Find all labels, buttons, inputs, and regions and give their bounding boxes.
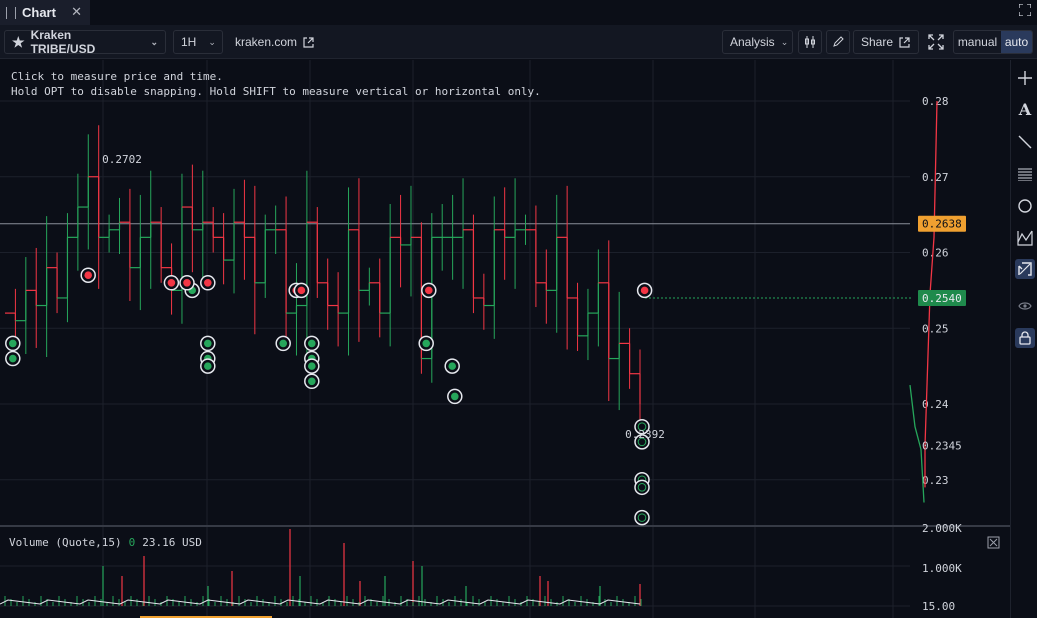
low-price-label: 0.2392: [625, 428, 665, 441]
y-axis-tick-label: 0.28: [922, 95, 949, 108]
external-link-icon: [303, 36, 314, 48]
close-icon[interactable]: ✕: [71, 4, 82, 19]
y-axis-tick-label: 0.26: [922, 247, 949, 260]
sell-marker-dot: [84, 271, 92, 280]
buy-marker-dot: [204, 339, 212, 348]
buy-marker-dot: [451, 392, 459, 401]
price-spike-line: [909, 384, 925, 503]
text-tool-icon[interactable]: A: [1018, 99, 1032, 119]
buy-marker-dot: [422, 339, 431, 348]
scale-mode-toggle: manual auto: [953, 30, 1033, 54]
lock-icon[interactable]: [1015, 328, 1035, 348]
volume-axis-clipped-label: 2.000K: [922, 522, 962, 535]
candlestick-icon: [6, 6, 16, 19]
price-badge-reference: 0.2638: [922, 218, 962, 231]
source-label: kraken.com: [235, 35, 298, 49]
share-label: Share: [861, 35, 894, 49]
indicators-button[interactable]: [798, 30, 822, 54]
candles-icon: [805, 36, 815, 48]
volume-label: Volume (Quote,15): [9, 536, 122, 549]
price-badge-current: 0.2540: [922, 292, 962, 305]
buy-marker-dot: [448, 362, 457, 370]
eye-icon[interactable]: [1015, 296, 1035, 316]
circle-tool-icon[interactable]: [1015, 196, 1035, 216]
expand-icon: [928, 34, 944, 50]
buy-marker: [634, 434, 650, 450]
sell-marker-dot: [167, 279, 176, 287]
interval-label: 1H: [181, 35, 197, 49]
draw-button[interactable]: [826, 30, 850, 54]
sell-marker-dot: [297, 286, 306, 295]
volume-value: 23.16 USD: [142, 536, 202, 549]
expand-button[interactable]: [924, 30, 948, 54]
volume-ma-line: [0, 599, 641, 605]
sell-marker-dot: [204, 279, 212, 287]
chevron-down-icon: ⌄: [150, 36, 158, 47]
symbol-selector[interactable]: ★ Kraken TRIBE/USD ⌄: [4, 28, 166, 56]
buy-marker-dot: [308, 377, 316, 386]
fib-icon[interactable]: [1015, 164, 1035, 184]
volume-axis-tick-label: 1.000K: [922, 562, 962, 575]
buy-marker-dot: [9, 354, 17, 363]
buy-marker-dot: [637, 422, 647, 432]
measure-hint: Click to measure price and time. Hold OP…: [11, 69, 541, 99]
star-icon[interactable]: ★: [12, 33, 25, 50]
volume-value-prefix: 0: [128, 536, 136, 549]
crosshair-icon[interactable]: [1015, 68, 1035, 88]
pattern-tool-icon[interactable]: [1015, 228, 1035, 248]
buy-marker-dot: [637, 437, 647, 447]
high-price-label: 0.2702: [102, 153, 142, 166]
sell-marker-dot: [425, 286, 433, 295]
price-chart[interactable]: 0.280.270.260.250.240.230.27020.23920.26…: [0, 60, 1010, 618]
drawing-tools-sidebar: A: [1010, 60, 1037, 618]
y-axis-tick-label: 0.25: [922, 322, 949, 335]
fullscreen-icon[interactable]: [1019, 4, 1031, 16]
symbol-label: Kraken TRIBE/USD: [30, 28, 96, 56]
scroll-indicator: [140, 616, 272, 618]
chart-area[interactable]: 0.28 0.27 0.26 0.25 0.24 0.23 0.2702 0.2392 0.26…: [0, 60, 1010, 618]
tab-bar: Chart ✕: [0, 0, 1037, 25]
external-link-icon: [899, 36, 910, 48]
hint-line-1: Click to measure price and time.: [11, 70, 223, 83]
trendline-icon[interactable]: [1015, 132, 1035, 152]
volume-close-icon: [987, 536, 1000, 549]
source-link[interactable]: kraken.com: [228, 30, 321, 54]
pencil-icon: [833, 36, 844, 47]
buy-marker: [634, 418, 650, 435]
price-level-label: 0.2345: [922, 440, 962, 453]
price-badge-current-bg: [918, 289, 966, 306]
buy-marker-dot: [9, 339, 17, 348]
y-axis-tick-label: 0.24: [922, 398, 949, 411]
buy-marker-dot: [308, 362, 316, 370]
sell-marker-dot: [183, 279, 191, 287]
sell-marker-dot: [640, 286, 649, 295]
volume-axis-tick-label: 15.00: [922, 600, 955, 613]
buy-marker: [634, 479, 650, 496]
buy-marker-dot: [637, 483, 647, 492]
analysis-label: Analysis: [730, 35, 775, 49]
y-axis-tick-label: 0.23: [922, 474, 949, 487]
hint-line-2: Hold OPT to disable snapping. Hold SHIFT…: [11, 85, 541, 98]
buy-marker-dot: [204, 362, 212, 370]
interval-selector[interactable]: 1H ⌄: [173, 30, 223, 54]
buy-marker-dot: [279, 339, 288, 348]
chevron-down-icon: ⌄: [208, 36, 216, 47]
buy-marker-dot: [308, 339, 316, 348]
tab-label: Chart: [22, 5, 56, 20]
share-button[interactable]: Share: [853, 30, 919, 54]
price-badge-reference-bg: [918, 215, 966, 232]
buy-marker: [634, 509, 650, 526]
analysis-dropdown[interactable]: Analysis ⌄: [722, 30, 793, 54]
manual-option[interactable]: manual: [957, 35, 998, 49]
chevron-down-icon: ⌄: [780, 36, 789, 47]
toolbar: ★ Kraken TRIBE/USD ⌄ 1H ⌄ kraken.com Ana…: [0, 25, 1037, 59]
volume-close-icon-x: [989, 538, 998, 547]
buy-marker-dot: [637, 513, 647, 522]
auto-option[interactable]: auto: [1001, 31, 1032, 53]
volume-legend: Volume (Quote,15) 0 23.16 USD: [9, 536, 202, 549]
measure-tool-icon[interactable]: [1015, 259, 1035, 279]
tab-chart[interactable]: Chart ✕: [0, 0, 90, 25]
